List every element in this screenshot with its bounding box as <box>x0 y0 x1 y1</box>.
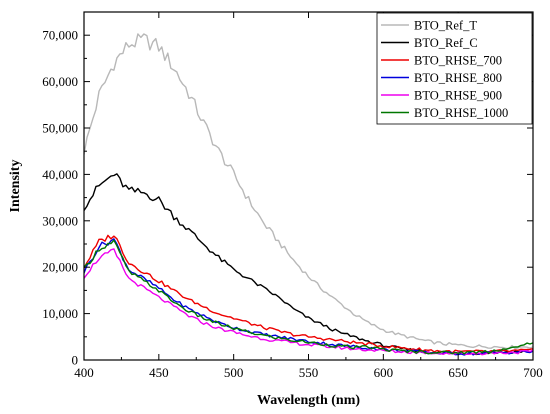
legend-label: BTO_Ref_T <box>414 19 477 33</box>
y-tick-label: 70,000 <box>42 28 78 43</box>
y-tick-label: 10,000 <box>42 306 78 321</box>
legend-box <box>376 12 533 125</box>
x-tick-label: 400 <box>74 365 94 380</box>
x-axis-title: Wavelength (nm) <box>257 393 360 408</box>
y-tick-label: 0 <box>72 353 79 368</box>
y-axis-title: Intensity <box>8 160 23 213</box>
ticks-layer: 400 450 500 550 600 650 700 0 10,000 20,000 30,000… <box>42 12 543 380</box>
legend: BTO_Ref_T BTO_Ref_C BTO_RHSE_700 BTO_RHSE_8… <box>376 12 533 125</box>
series-line-bto-ref-c <box>84 173 533 356</box>
y-tick-label: 30,000 <box>42 213 78 228</box>
legend-label: BTO_Ref_C <box>414 36 478 50</box>
series-line-bto-ref-t <box>84 33 533 350</box>
x-tick-label: 600 <box>374 365 394 380</box>
y-tick-label: 60,000 <box>42 74 78 89</box>
legend-label: BTO_RHSE_800 <box>414 71 502 85</box>
x-tick-label: 700 <box>523 365 543 380</box>
series-line-bto-rhse-900 <box>84 248 533 356</box>
legend-label: BTO_RHSE_700 <box>414 54 502 68</box>
y-tick-label: 40,000 <box>42 167 78 182</box>
y-tick-label: 20,000 <box>42 260 78 275</box>
series-line-bto-rhse-700 <box>84 234 533 354</box>
x-tick-label: 650 <box>448 365 468 380</box>
y-tick-label: 50,000 <box>42 121 78 136</box>
series-line-bto-rhse-1000 <box>84 239 533 355</box>
legend-label: BTO_RHSE_1000 <box>414 106 508 120</box>
x-tick-label: 550 <box>299 365 319 380</box>
x-tick-label: 500 <box>224 365 244 380</box>
x-tick-label: 450 <box>149 365 169 380</box>
series-layer <box>84 33 533 356</box>
legend-label: BTO_RHSE_900 <box>414 89 502 103</box>
